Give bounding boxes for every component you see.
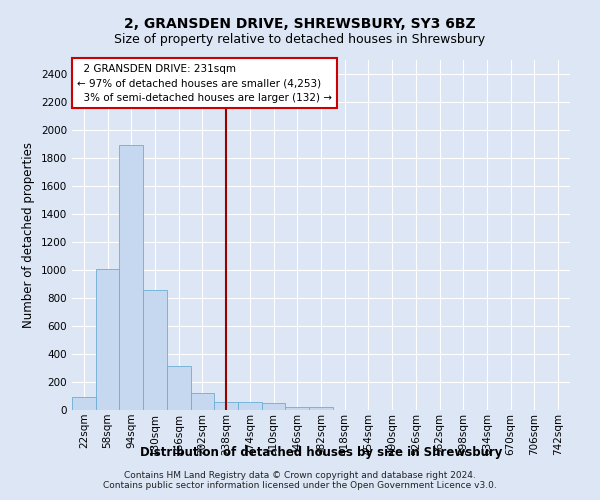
Bar: [191, 393, 214, 410]
Text: Size of property relative to detached houses in Shrewsbury: Size of property relative to detached ho…: [115, 32, 485, 46]
Bar: [286, 406, 309, 410]
Text: 2 GRANSDEN DRIVE: 231sqm  
← 97% of detached houses are smaller (4,253)
  3% of : 2 GRANSDEN DRIVE: 231sqm ← 97% of detach…: [77, 64, 332, 103]
Text: Distribution of detached houses by size in Shrewsbury: Distribution of detached houses by size …: [140, 446, 502, 459]
Bar: [119, 144, 143, 410]
Bar: [262, 404, 286, 410]
Bar: [238, 402, 262, 410]
Y-axis label: Number of detached properties: Number of detached properties: [22, 142, 35, 328]
Bar: [309, 408, 333, 410]
Bar: [167, 366, 191, 410]
Bar: [143, 290, 167, 410]
Text: Contains HM Land Registry data © Crown copyright and database right 2024.: Contains HM Land Registry data © Crown c…: [124, 470, 476, 480]
Text: Contains public sector information licensed under the Open Government Licence v3: Contains public sector information licen…: [103, 480, 497, 490]
Text: 2, GRANSDEN DRIVE, SHREWSBURY, SY3 6BZ: 2, GRANSDEN DRIVE, SHREWSBURY, SY3 6BZ: [124, 18, 476, 32]
Bar: [214, 402, 238, 410]
Bar: [72, 396, 96, 410]
Bar: [96, 268, 119, 410]
